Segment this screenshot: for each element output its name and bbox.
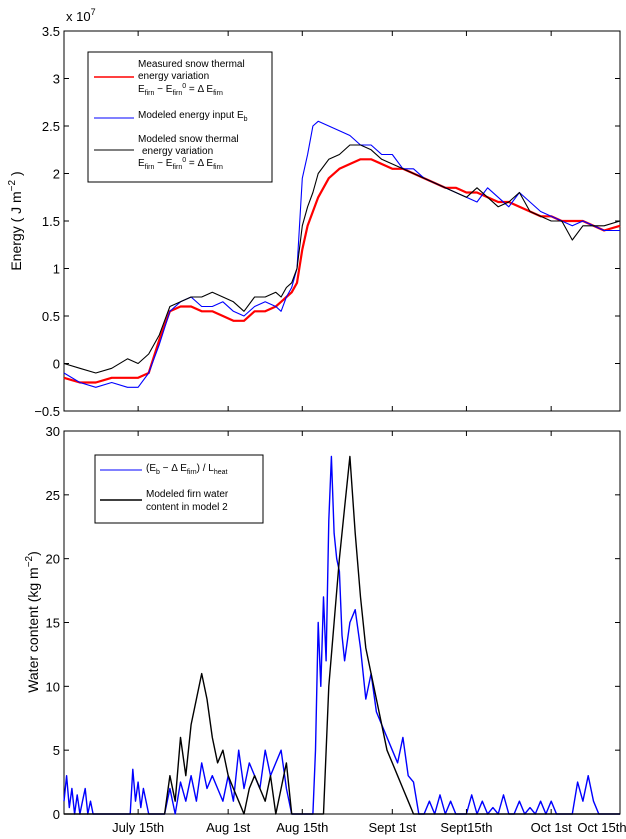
y-tick-label: 10 [46,679,60,694]
water-x-ticks: July 15th Aug 1st Aug 15th Sept 1st Sept15th… [112,431,626,835]
energy-legend: Measured snow thermal energy variation E… [87,51,273,183]
series-line-2 [63,144,621,374]
x-tick-label: Oct 1st [531,820,573,835]
legend-measured-line2: energy variation [138,71,209,82]
y-tick-label: 2.5 [42,119,60,134]
energy-exponent-label: x 107 [66,7,96,24]
energy-x-ticks [137,31,552,411]
y-tick-label: 25 [46,488,60,503]
x-tick-label: Sept 1st [368,820,416,835]
legend-measured-line1: Measured snow thermal [138,59,245,70]
x-tick-label: Aug 15th [276,820,328,835]
water-legend: (Eb − Δ Efirn) / Lheat Modeled firn wate… [94,454,264,524]
series-line-1 [64,455,620,815]
legend-water-model-line2: content in model 2 [146,502,228,513]
legend-modeled-line1: Modeled snow thermal [138,134,239,145]
water-y-axis-label: Water content (kg m−2) [24,551,41,693]
x-tick-label: Sept15th [440,820,492,835]
series-line-0 [63,158,621,384]
y-tick-label: 5 [53,743,60,758]
legend-water-model-line1: Modeled firn water [146,489,229,500]
legend-modeled-line3: Efirn − Efirn0 = Δ Efirn [138,157,223,171]
energy-y-ticks: −0.5 0 0.5 1 1.5 2 2.5 3 3.5 [34,24,620,419]
legend-measured-line3: Efirn − Efirn0 = Δ Efirn [138,83,223,97]
y-tick-label: 1 [53,262,60,277]
energy-legend-box [87,51,273,183]
y-tick-label: 3.5 [42,24,60,39]
y-tick-label: −0.5 [34,404,60,419]
energy-chart: −0.5 0 0.5 1 1.5 2 2.5 3 3.5 x 107 Energy ( J m−… [7,7,621,419]
y-tick-label: 30 [46,424,60,439]
y-tick-label: 1.5 [42,214,60,229]
x-tick-label: Aug 1st [206,820,250,835]
energy-y-axis-label: Energy ( J m−2 ) [7,171,24,270]
y-tick-label: 0 [53,357,60,372]
water-legend-box [94,454,264,524]
legend-modeled-line2: energy variation [142,146,213,157]
y-tick-label: 3 [53,72,60,87]
legend-modeled-input: Modeled energy input Eb [138,110,248,123]
x-tick-label: July 15th [112,820,164,835]
water-y-ticks: 0 5 10 15 20 25 30 [46,424,620,822]
y-tick-label: 15 [46,616,60,631]
y-tick-label: 2 [53,167,60,182]
water-series-group [63,455,620,815]
legend-water-estimate: (Eb − Δ Efirn) / Lheat [146,463,228,476]
y-tick-label: 0 [53,807,60,822]
energy-series-group [63,120,621,388]
y-tick-label: 0.5 [42,309,60,324]
x-tick-label: Oct 15th [577,820,626,835]
water-content-chart: 0 5 10 15 20 25 30 July 15th Aug 1st Aug 15th Sep… [24,424,626,835]
y-tick-label: 20 [46,552,60,567]
